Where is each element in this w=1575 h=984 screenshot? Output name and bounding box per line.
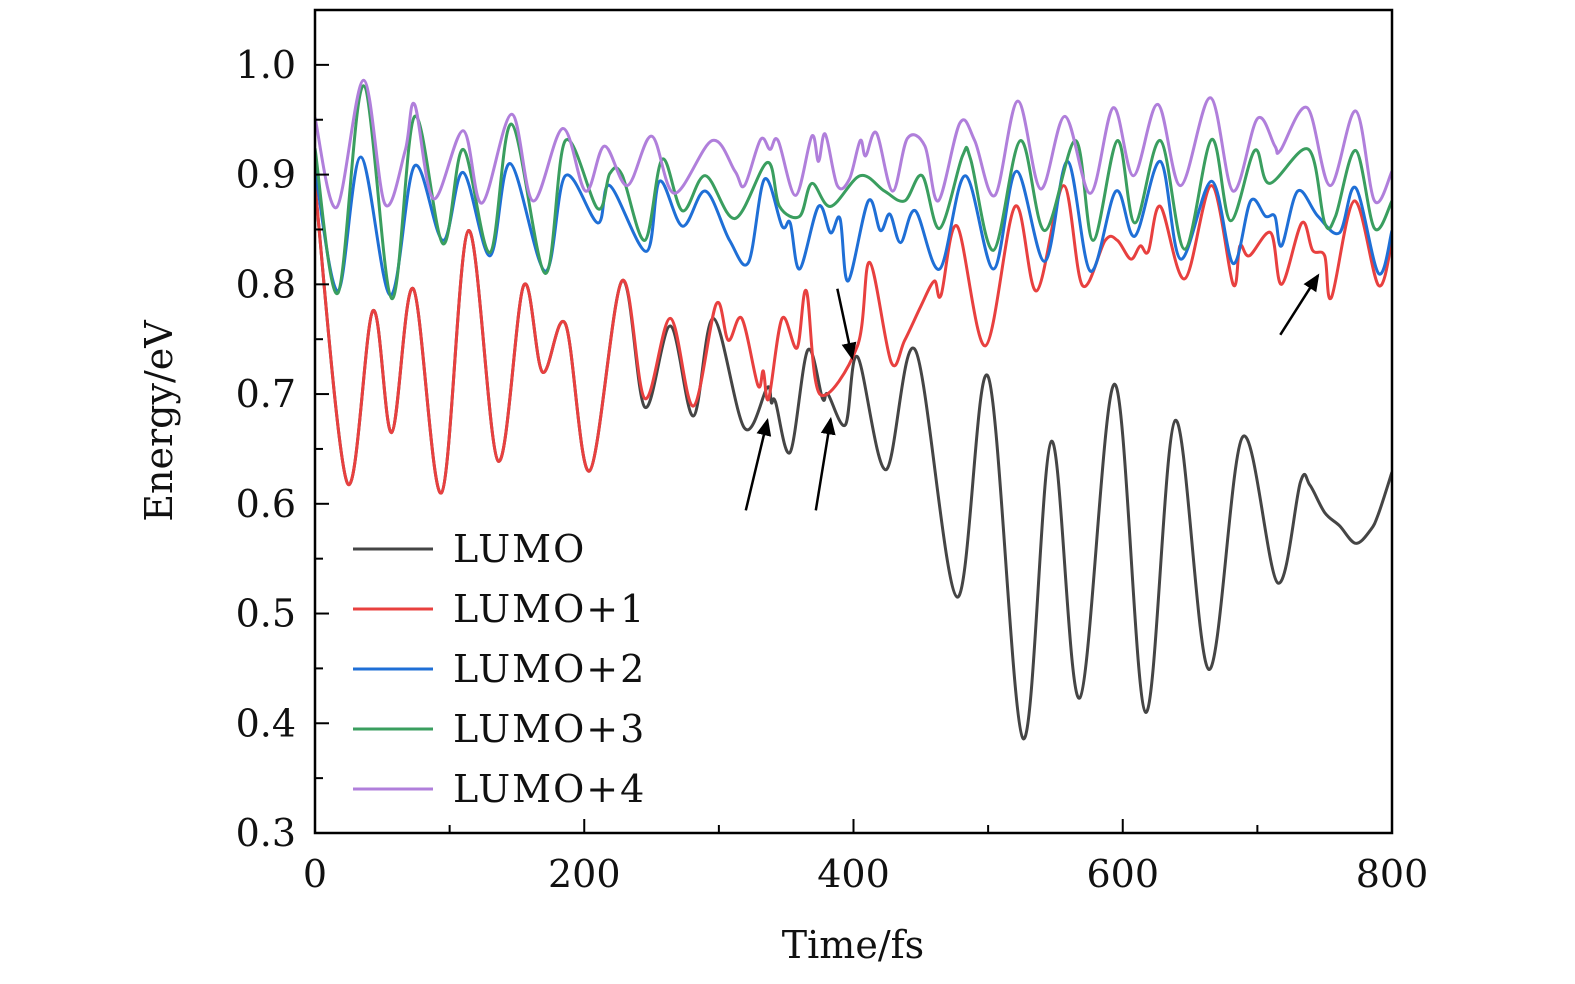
legend: LUMO LUMO+1 LUMO+2 LUMO+3 LUMO+4 <box>353 527 646 811</box>
annotation-arrow-3 <box>836 288 857 361</box>
legend-label: LUMO+2 <box>453 647 646 691</box>
tick-layer <box>314 9 1393 834</box>
legend-label: LUMO+1 <box>453 587 646 631</box>
y-tick-label: 0.6 <box>236 482 296 526</box>
legend-item: LUMO <box>353 527 586 571</box>
legend-item: LUMO+1 <box>353 587 646 631</box>
series-line-lumo-plus-3 <box>315 84 1392 301</box>
legend-label: LUMO+4 <box>453 767 646 811</box>
y-tick-label: 0.7 <box>236 372 296 416</box>
x-tick-label: 800 <box>1356 852 1429 896</box>
y-tick-label: 0.5 <box>236 592 296 636</box>
series-line-lumo-plus-1 <box>315 184 1392 495</box>
x-axis-label: Time/fs <box>782 923 924 967</box>
x-tick-labels: 0 200 400 600 800 <box>303 852 1428 896</box>
legend-item: LUMO+2 <box>353 647 646 691</box>
y-tick-label: 0.8 <box>236 262 296 306</box>
legend-item: LUMO+3 <box>353 707 646 751</box>
series-line-lumo-plus-4 <box>315 78 1392 210</box>
x-tick-label: 200 <box>548 852 621 896</box>
x-tick-label: 400 <box>817 852 890 896</box>
y-tick-label: 0.9 <box>236 153 296 197</box>
series-layer <box>315 78 1392 741</box>
annotation-arrow-2 <box>814 416 836 511</box>
y-tick-label: 0.4 <box>236 701 296 745</box>
y-tick-label: 0.3 <box>236 811 296 855</box>
annotation-layer <box>744 273 1320 511</box>
legend-label: LUMO <box>453 527 586 571</box>
series-line-lumo-plus-2 <box>315 155 1392 297</box>
y-axis-label: Energy/eV <box>137 320 181 522</box>
legend-label: LUMO+3 <box>453 707 646 751</box>
y-tick-labels: 0.3 0.4 0.5 0.6 0.7 0.8 0.9 1.0 <box>236 43 296 855</box>
annotation-arrow-1 <box>744 417 772 511</box>
annotation-arrow-4 <box>1279 273 1320 336</box>
x-tick-label: 600 <box>1086 852 1159 896</box>
x-tick-label: 0 <box>303 852 327 896</box>
legend-item: LUMO+4 <box>353 767 646 811</box>
y-tick-label: 1.0 <box>236 43 296 87</box>
